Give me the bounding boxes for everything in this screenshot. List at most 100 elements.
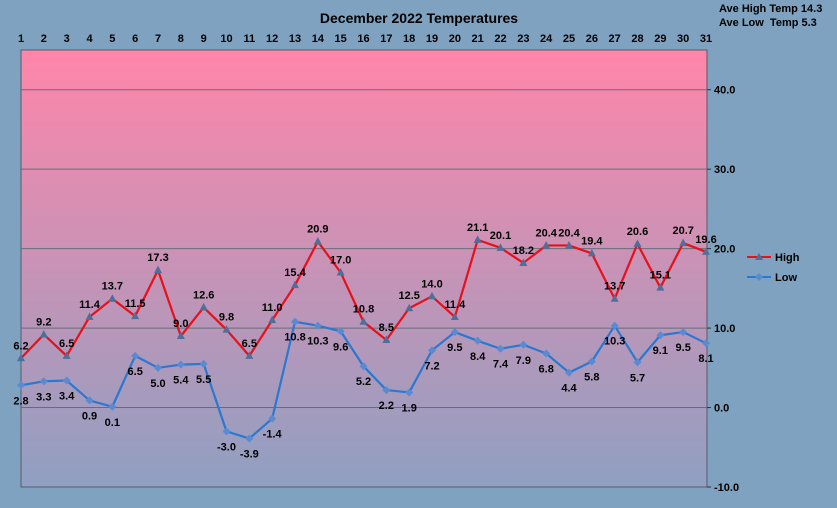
gridlines	[21, 89, 707, 409]
x-tick-label: 2	[41, 33, 47, 45]
data-point-high	[313, 236, 322, 245]
data-label-high: 20.9	[307, 223, 328, 235]
y-tick-label: 0.0	[714, 403, 729, 415]
data-point-high	[199, 302, 208, 311]
data-label-high: 9.0	[173, 318, 188, 330]
x-tick-label: 14	[312, 33, 325, 45]
data-point-high	[154, 265, 162, 274]
x-tick-label: 17	[380, 33, 392, 45]
data-point-low	[382, 386, 391, 395]
data-label-low: 5.5	[196, 374, 211, 386]
x-tick-label: 9	[201, 33, 207, 45]
x-tick-label: 19	[426, 33, 438, 45]
y-tick-label: 40.0	[714, 85, 735, 97]
x-tick-label: 23	[517, 33, 529, 45]
data-point-high	[176, 331, 185, 340]
data-label-high: 8.5	[379, 322, 394, 334]
data-label-high: 9.2	[36, 316, 51, 328]
data-point-high	[108, 294, 117, 302]
x-tick-label: 8	[178, 33, 184, 45]
x-tick-label: 15	[335, 33, 347, 45]
x-axis-ticks: 1 2 3 4 5 6 7 8 9 10 11 12 13 14 15 16 17 18 19 20 21 22 23 24 2…	[18, 33, 712, 45]
data-label-high: 11.4	[79, 299, 101, 311]
data-point-high	[62, 351, 71, 359]
data-label-low: 9.6	[333, 341, 348, 353]
data-label-low: 9.5	[447, 342, 462, 354]
data-point-high	[359, 317, 368, 325]
data-label-low: 7.4	[493, 359, 509, 371]
x-tick-label: 25	[563, 33, 575, 45]
y-tick-label: 10.0	[714, 323, 735, 335]
data-label-low: 2.2	[379, 400, 394, 412]
data-point-high	[85, 312, 94, 320]
data-label-low: 10.8	[284, 332, 305, 344]
data-point-high	[496, 243, 505, 251]
data-label-low: 5.4	[173, 375, 189, 387]
data-label-high: 12.5	[398, 290, 419, 302]
data-label-low: 5.8	[584, 371, 599, 383]
data-point-low	[17, 381, 25, 390]
y-tick-label: 30.0	[714, 164, 735, 176]
data-point-low	[154, 363, 162, 372]
data-label-low: 7.9	[516, 355, 531, 367]
x-tick-label: 20	[449, 33, 461, 45]
data-label-high: 19.4	[581, 235, 603, 247]
data-point-high	[336, 267, 345, 276]
data-point-high	[245, 351, 254, 359]
x-tick-label: 5	[109, 33, 115, 45]
data-label-low: 0.1	[105, 417, 120, 429]
data-point-high	[565, 240, 573, 249]
data-label-high: 13.7	[102, 281, 123, 293]
x-tick-label: 12	[266, 33, 278, 45]
x-tick-label: 29	[654, 33, 666, 45]
data-point-low	[473, 336, 482, 345]
x-tick-label: 26	[586, 33, 598, 45]
data-label-low: 9.5	[676, 342, 691, 354]
legend-low-label: Low	[775, 272, 797, 284]
x-tick-label: 24	[540, 33, 553, 45]
data-label-high: 18.2	[513, 245, 534, 257]
data-label-high: 20.4	[535, 227, 557, 239]
data-point-high	[542, 240, 551, 249]
x-tick-label: 1	[18, 33, 24, 45]
data-point-low	[268, 414, 277, 423]
data-label-high: 20.7	[672, 225, 693, 237]
x-tick-label: 11	[244, 33, 256, 45]
data-point-high	[679, 238, 688, 247]
data-point-low	[39, 377, 48, 386]
x-tick-label: 18	[403, 33, 415, 45]
data-label-low: 8.4	[470, 351, 486, 363]
x-tick-label: 4	[86, 33, 93, 45]
annotation-ave-low: Ave Low Temp 5.3	[719, 17, 817, 29]
annotation-ave-high: Ave High Temp 14.3	[719, 3, 822, 15]
legend: High Low	[747, 252, 800, 284]
data-point-high	[519, 258, 528, 266]
data-point-low	[85, 396, 94, 405]
data-point-low	[405, 388, 414, 397]
data-point-low	[565, 368, 573, 377]
data-label-low: 0.9	[82, 410, 97, 422]
data-point-low	[610, 321, 619, 330]
data-point-low	[359, 362, 368, 371]
data-label-high: 12.6	[193, 289, 214, 301]
data-point-low	[245, 434, 254, 443]
data-point-high	[633, 239, 642, 247]
legend-low-marker	[755, 273, 763, 281]
data-point-high	[610, 294, 619, 302]
data-point-low	[222, 427, 231, 436]
data-label-low: 5.2	[356, 376, 371, 388]
data-label-low: 2.8	[13, 395, 28, 407]
data-point-low	[679, 328, 688, 337]
data-label-low: 7.2	[424, 360, 439, 372]
data-point-high	[473, 235, 482, 243]
plot-area	[20, 49, 708, 488]
data-labels: 6.29.26.511.413.711.517.39.012.69.86.511…	[13, 222, 716, 461]
data-label-high: 14.0	[421, 278, 442, 290]
x-tick-label: 6	[132, 33, 138, 45]
x-tick-label: 21	[472, 33, 484, 45]
data-point-low	[496, 344, 505, 353]
data-point-high	[405, 303, 414, 312]
data-label-high: 9.8	[219, 312, 234, 324]
